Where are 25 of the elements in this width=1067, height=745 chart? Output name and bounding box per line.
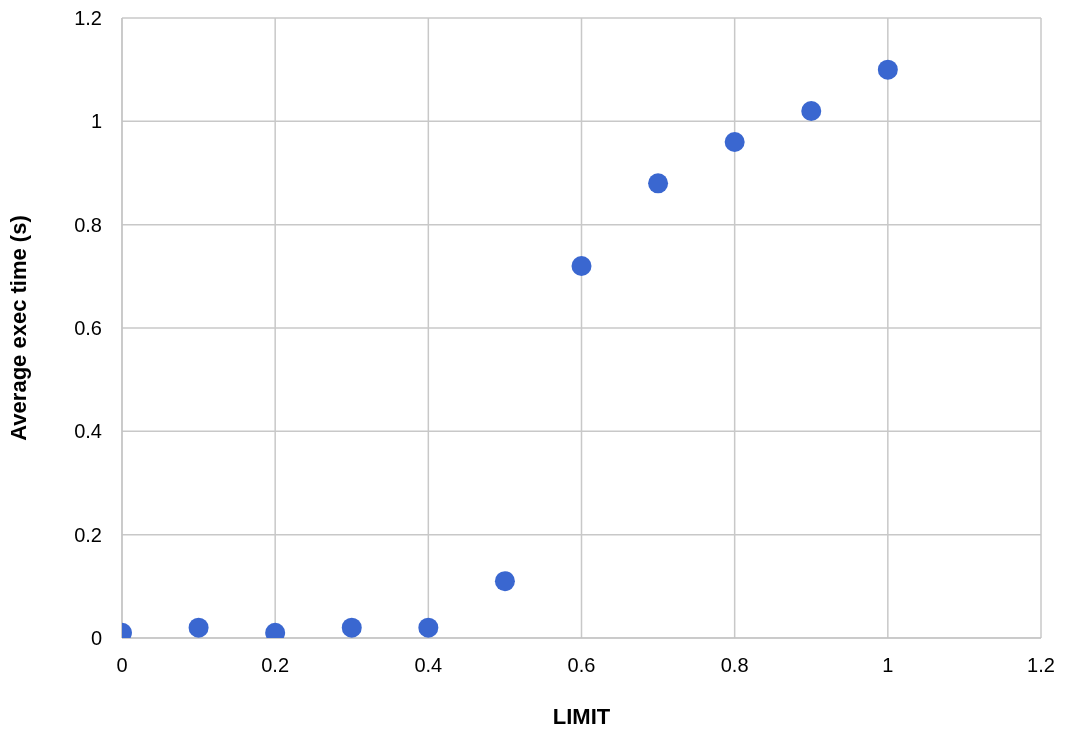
point (188, 617, 209, 638)
point (571, 256, 592, 276)
x-tick-label: 0 (116, 654, 128, 677)
y-tick-label: 0.4 (74, 420, 102, 443)
x-tick-label: 1 (882, 654, 894, 677)
point (648, 173, 669, 194)
point (494, 571, 515, 592)
y-tick-label: 0.2 (74, 523, 102, 546)
point (724, 132, 745, 152)
y-tick-label: 1.2 (74, 7, 102, 30)
point (877, 59, 898, 80)
point (801, 101, 822, 121)
x-tick-label: 0.2 (261, 654, 290, 677)
x-tick-label: 0.4 (414, 654, 443, 677)
y-axis-title: Average exec time (s) (5, 215, 31, 441)
x-tick-label: 0.8 (720, 654, 749, 677)
point (418, 617, 439, 638)
point (341, 617, 362, 638)
x-tick-label: 0.6 (567, 654, 596, 677)
y-tick-label: 0.6 (74, 317, 102, 340)
x-axis-title: LIMIT (552, 704, 611, 729)
x-tick-label: 1.2 (1027, 654, 1055, 677)
y-tick-label: 1 (90, 110, 102, 133)
y-tick-label: 0.8 (74, 213, 102, 236)
y-tick-label: 0 (90, 627, 102, 650)
